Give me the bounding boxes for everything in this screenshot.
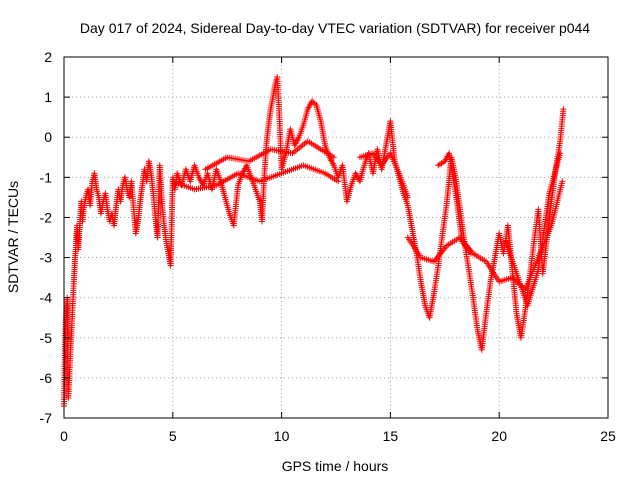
data-point [309,98,316,105]
y-tick-label: -5 [40,330,53,346]
y-tick-label: -3 [40,250,53,266]
y-tick-label: 0 [44,129,52,145]
x-tick-label: 20 [491,428,507,444]
data-point [510,275,517,282]
data-point [512,277,519,284]
y-tick-label: -2 [40,209,53,225]
data-marks [61,74,567,409]
plot-frame [63,56,609,419]
x-tick-label: 15 [383,428,399,444]
x-tick-label: 5 [169,428,177,444]
x-tick-label: 25 [600,428,616,444]
y-tick-label: -4 [40,290,53,306]
grid [64,57,608,418]
y-tick-label: -1 [40,169,53,185]
data-point [335,178,342,185]
x-axis-label: GPS time / hours [282,458,389,474]
x-tick-label: 10 [274,428,290,444]
data-point [310,99,317,106]
data-point [509,274,516,281]
data-point [311,100,318,107]
data-point [559,178,566,185]
y-tick-label: -6 [40,370,53,386]
data-point [330,154,337,161]
data-point [557,150,564,157]
chart-title: Day 017 of 2024, Sidereal Day-to-day VTE… [80,20,590,36]
data-point [467,250,474,257]
y-tick-label: 1 [44,89,52,105]
y-tick-label: 2 [44,49,52,65]
y-tick-label: -7 [40,410,53,426]
x-tick-label: 0 [60,428,68,444]
data-point [560,106,567,113]
data-point [404,194,411,201]
y-axis-label: SDTVAR / TECUs [5,181,21,293]
